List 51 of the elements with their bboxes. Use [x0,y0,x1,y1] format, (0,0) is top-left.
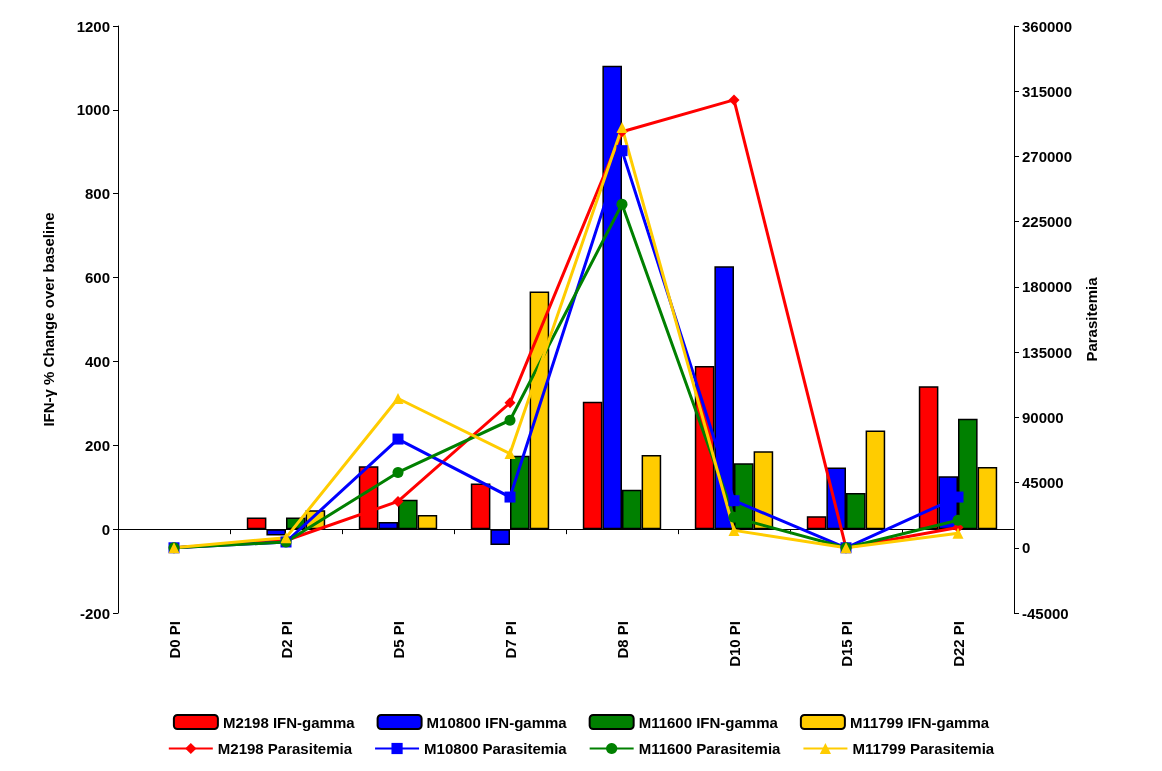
y2-tick-label: 360000 [1022,17,1073,35]
y-axis-title: IFN-γ % Change over baseline [40,212,57,427]
y2-tick-label: 135000 [1022,343,1073,361]
legend-label: M11799 Parasitemia [852,740,995,757]
y2-tick-label: 90000 [1022,408,1064,426]
legend-label: M10800 Parasitemia [424,740,568,757]
point [616,121,628,133]
y2-axis-title: Parasitemia [1083,276,1100,362]
point [392,392,404,404]
point [504,414,516,426]
x-tick-label: D22 PI [949,621,967,667]
y-tick-label: 200 [84,436,110,454]
y2-tick-label: 0 [1022,539,1031,557]
x-tick-label: D15 PI [837,621,855,667]
y2-tick-label: 315000 [1022,82,1073,100]
y2-tick-label: 45000 [1022,474,1064,492]
legend-label: M11600 IFN-gamma [638,713,779,731]
y-tick-label: 600 [84,269,110,287]
legend-label: M11799 IFN-gamma [849,713,990,731]
point [504,397,516,409]
point [504,448,516,460]
y-tick-label: 800 [84,185,110,203]
point [728,94,740,106]
y2-tick-label: 180000 [1022,278,1073,296]
y-tick-label: -200 [79,604,110,622]
point [952,527,964,539]
legend-label: M2198 Parasitemia [217,740,353,757]
y-tick-label: 1000 [76,101,110,119]
y-tick-label: 400 [84,352,110,370]
legend-label: M11600 Parasitemia [638,740,782,757]
y2-tick-label: 225000 [1022,213,1073,231]
point [392,466,404,478]
x-tick-label: D0 PI [165,621,183,659]
x-tick-label: D7 PI [501,621,519,659]
legend-label: M2198 IFN-gamma [222,713,356,731]
y2-tick-label: -45000 [1022,604,1069,622]
x-tick-label: D10 PI [725,621,743,667]
point [392,433,404,445]
x-tick-label: D5 PI [389,621,407,659]
point [616,145,628,157]
y-tick-label: 1200 [76,17,110,35]
point [616,198,628,210]
x-tick-label: D8 PI [613,621,631,659]
y2-tick-label: 270000 [1022,147,1073,165]
x-tick-label: D2 PI [277,621,295,659]
point [728,495,740,507]
point [728,524,740,536]
point [392,495,404,507]
legend-label: M10800 IFN-gamma [426,713,568,731]
y-tick-label: 0 [101,520,110,538]
point [504,491,516,503]
